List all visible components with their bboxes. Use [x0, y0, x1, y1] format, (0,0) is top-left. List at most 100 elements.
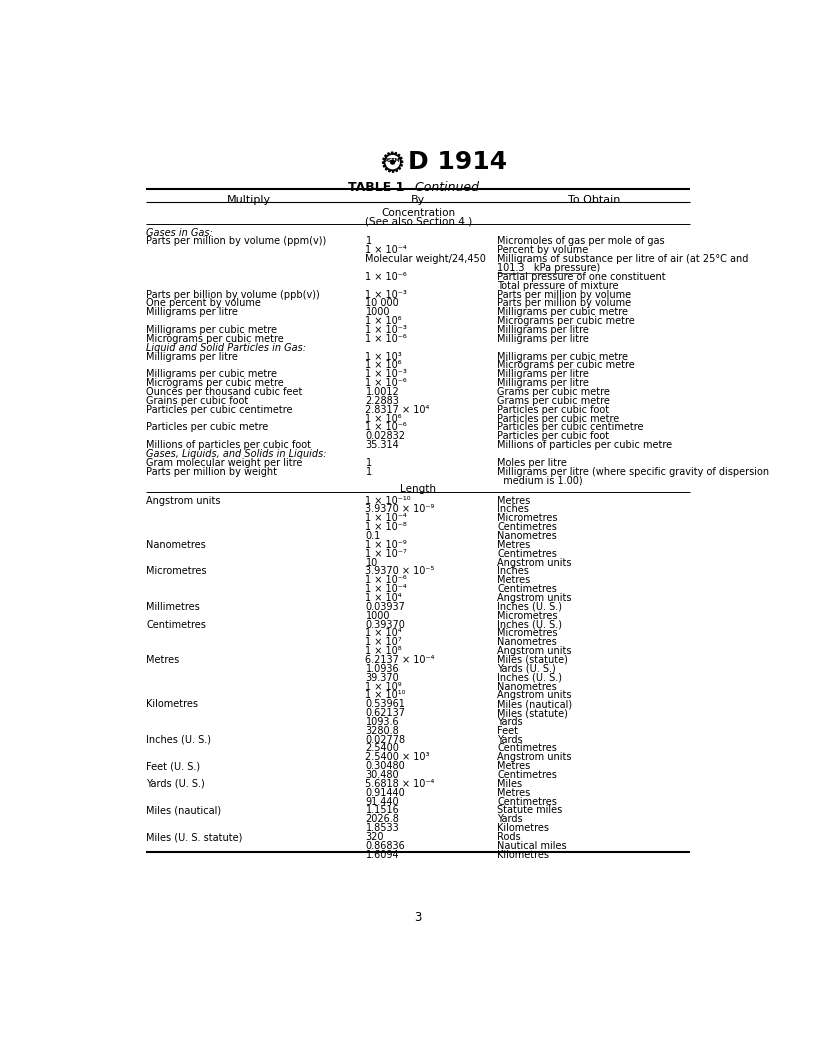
Text: ASTM: ASTM [385, 158, 401, 163]
Text: 2.8317 × 10⁴: 2.8317 × 10⁴ [366, 404, 430, 415]
Text: 10 000: 10 000 [366, 299, 399, 308]
Text: Micrometres: Micrometres [146, 566, 206, 577]
Text: 320: 320 [366, 832, 384, 842]
Text: Centimetres: Centimetres [497, 796, 557, 807]
Text: 1 × 10⁹: 1 × 10⁹ [366, 681, 402, 692]
Text: 1: 1 [366, 237, 371, 246]
Text: Feet: Feet [497, 725, 518, 736]
Text: 0.91440: 0.91440 [366, 788, 406, 797]
Text: Grams per cubic metre: Grams per cubic metre [497, 396, 610, 406]
Text: 1 × 10⁻¹⁰: 1 × 10⁻¹⁰ [366, 495, 411, 506]
Text: Nanometres: Nanometres [497, 531, 557, 541]
Text: Grains per cubic foot: Grains per cubic foot [146, 396, 248, 406]
Text: 1 × 10⁶: 1 × 10⁶ [366, 414, 402, 423]
Text: Angstrom units: Angstrom units [497, 646, 572, 656]
Text: 0.02778: 0.02778 [366, 735, 406, 744]
Text: 1 × 10⁻³: 1 × 10⁻³ [366, 370, 407, 379]
Text: Parts per million by weight: Parts per million by weight [146, 467, 277, 476]
Text: Micromoles of gas per mole of gas: Micromoles of gas per mole of gas [497, 237, 665, 246]
Text: Micrometres: Micrometres [497, 513, 558, 524]
Text: Parts per million by volume: Parts per million by volume [497, 289, 632, 300]
Text: Metres: Metres [497, 576, 530, 585]
Text: 1 × 10⁻⁶: 1 × 10⁻⁶ [366, 422, 407, 432]
Text: 0.30480: 0.30480 [366, 761, 406, 771]
Text: Continued: Continued [407, 182, 479, 194]
Text: Centimetres: Centimetres [497, 584, 557, 595]
Text: Yards (U. S.): Yards (U. S.) [146, 779, 205, 789]
Text: Inches: Inches [497, 505, 529, 514]
Text: 1 × 10⁻⁴: 1 × 10⁻⁴ [366, 584, 407, 595]
Text: 1 × 10⁻⁷: 1 × 10⁻⁷ [366, 549, 407, 559]
Text: 1 × 10⁻⁹: 1 × 10⁻⁹ [366, 540, 407, 550]
Text: Milligrams per litre: Milligrams per litre [497, 370, 589, 379]
Text: Centimetres: Centimetres [497, 549, 557, 559]
Polygon shape [383, 152, 403, 172]
Text: Gases, Liquids, and Solids in Liquids:: Gases, Liquids, and Solids in Liquids: [146, 449, 326, 459]
Text: Miles (nautical): Miles (nautical) [146, 806, 221, 815]
Text: Ounces per thousand cubic feet: Ounces per thousand cubic feet [146, 386, 303, 397]
Text: 2.5400 × 10³: 2.5400 × 10³ [366, 752, 430, 762]
Text: Particles per cubic foot: Particles per cubic foot [497, 431, 610, 441]
Text: Centimetres: Centimetres [497, 522, 557, 532]
Text: 1 × 10⁻³: 1 × 10⁻³ [366, 289, 407, 300]
Text: 1: 1 [366, 458, 371, 468]
Text: Milligrams per litre: Milligrams per litre [146, 307, 238, 317]
Text: Micrograms per cubic metre: Micrograms per cubic metre [146, 334, 284, 344]
Text: 1 × 10⁸: 1 × 10⁸ [366, 646, 402, 656]
Text: Angstrom units: Angstrom units [146, 495, 220, 506]
Text: Percent by volume: Percent by volume [497, 245, 588, 256]
Text: 39.370: 39.370 [366, 673, 399, 682]
Text: Yards: Yards [497, 735, 523, 744]
Text: Statute miles: Statute miles [497, 806, 562, 815]
Text: Milligrams per litre (where specific gravity of dispersion: Milligrams per litre (where specific gra… [497, 467, 769, 476]
Text: Inches: Inches [497, 566, 529, 577]
Text: Inches (U. S.): Inches (U. S.) [146, 735, 211, 744]
Text: 0.02832: 0.02832 [366, 431, 406, 441]
Text: Millimetres: Millimetres [146, 602, 200, 611]
Text: Particles per cubic metre: Particles per cubic metre [497, 414, 619, 423]
Text: Milligrams per litre: Milligrams per litre [497, 334, 589, 344]
Text: 5.6818 × 10⁻⁴: 5.6818 × 10⁻⁴ [366, 779, 435, 789]
Text: Micrometres: Micrometres [497, 628, 558, 639]
Text: 1 × 10⁷: 1 × 10⁷ [366, 637, 402, 647]
Text: 2026.8: 2026.8 [366, 814, 399, 825]
Text: Yards (U. S.): Yards (U. S.) [497, 664, 556, 674]
Text: 0.1: 0.1 [366, 531, 381, 541]
Text: Metres: Metres [497, 788, 530, 797]
Text: Milligrams of substance per litre of air (at 25°C and: Milligrams of substance per litre of air… [497, 254, 748, 264]
Text: Centimetres: Centimetres [146, 620, 206, 629]
Text: Nanometres: Nanometres [497, 681, 557, 692]
Text: Micrometres: Micrometres [497, 610, 558, 621]
Text: 1 × 10⁶: 1 × 10⁶ [366, 360, 402, 371]
Text: Inches (U. S.): Inches (U. S.) [497, 620, 562, 629]
Text: 3: 3 [415, 911, 422, 924]
Text: Milligrams per cubic metre: Milligrams per cubic metre [497, 307, 628, 317]
Text: Inches (U. S.): Inches (U. S.) [497, 673, 562, 682]
Text: Metres: Metres [497, 540, 530, 550]
Text: 35.314: 35.314 [366, 440, 399, 450]
Text: Milligrams per cubic metre: Milligrams per cubic metre [146, 370, 277, 379]
Text: 1000: 1000 [366, 307, 390, 317]
Text: Molecular weight/24,450: Molecular weight/24,450 [366, 254, 486, 264]
Circle shape [386, 155, 399, 169]
Text: 3280.8: 3280.8 [366, 725, 399, 736]
Text: (See also Section 4.): (See also Section 4.) [365, 216, 472, 226]
Text: Centimetres: Centimetres [497, 743, 557, 754]
Text: Particles per cubic centimetre: Particles per cubic centimetre [146, 404, 293, 415]
Text: Miles (statute): Miles (statute) [497, 709, 568, 718]
Text: 1 × 10⁻⁶: 1 × 10⁻⁶ [366, 271, 407, 282]
Text: 1 × 10¹⁰: 1 × 10¹⁰ [366, 691, 406, 700]
Text: Nautical miles: Nautical miles [497, 841, 567, 851]
Text: Parts per million by volume: Parts per million by volume [497, 299, 632, 308]
Text: medium is 1.00): medium is 1.00) [497, 475, 583, 486]
Text: 0.39370: 0.39370 [366, 620, 406, 629]
Text: 3.9370 × 10⁻⁵: 3.9370 × 10⁻⁵ [366, 566, 435, 577]
Text: Milligrams per cubic metre: Milligrams per cubic metre [146, 325, 277, 335]
Text: Particles per cubic centimetre: Particles per cubic centimetre [497, 422, 644, 432]
Text: 10: 10 [366, 558, 378, 567]
Text: By: By [411, 195, 425, 205]
Text: Grams per cubic metre: Grams per cubic metre [497, 386, 610, 397]
Text: 1 × 10³: 1 × 10³ [366, 352, 402, 361]
Text: Gram molecular weight per litre: Gram molecular weight per litre [146, 458, 303, 468]
Text: 2.5400: 2.5400 [366, 743, 399, 754]
